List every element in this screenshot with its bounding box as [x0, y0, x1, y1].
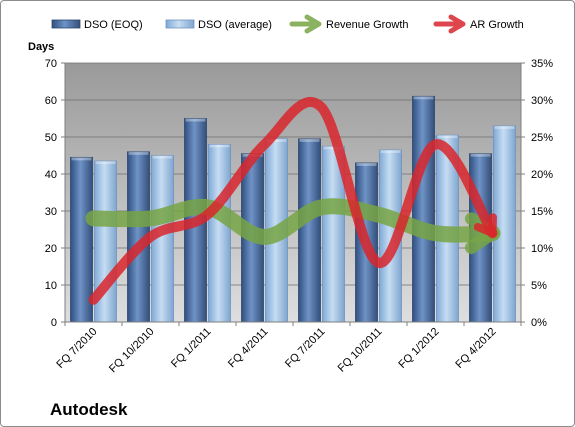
- legend-swatch-dso-eoq: [51, 19, 81, 29]
- growth-lines: [85, 97, 501, 305]
- y2-tick-label: 35%: [531, 58, 553, 70]
- bar-top-highlight: [380, 149, 401, 153]
- x-tick-label: FQ 1/2011: [169, 326, 214, 371]
- y2-tick-label: 10%: [531, 243, 553, 255]
- line-revenue-growth: [85, 198, 501, 245]
- x-tick-label: FQ 4/2011: [226, 326, 271, 371]
- bar-top-highlight: [71, 157, 92, 161]
- legend-label-ar-growth: AR Growth: [470, 19, 524, 31]
- bar-top-highlight: [266, 138, 287, 142]
- x-tick-label: FQ 7/2010: [54, 326, 99, 371]
- legend-swatch-dso-average: [165, 19, 195, 29]
- y-tick-label: 40: [45, 169, 57, 181]
- bar-top-highlight: [470, 153, 491, 157]
- x-tick-label: FQ 10/2010: [107, 326, 157, 376]
- y-axis-right: 0% 5% 10% 15% 20% 25% 30% 35%: [521, 58, 553, 329]
- bar-top-highlight: [95, 161, 116, 165]
- bar-top-highlight: [437, 135, 458, 139]
- x-tick-label: FQ 4/2012: [453, 326, 498, 371]
- y-tick-label: 60: [45, 95, 57, 107]
- line-ar-growth-arrowhead: [473, 213, 497, 238]
- bar-top-highlight: [413, 96, 434, 100]
- bar-top-highlight: [152, 155, 173, 159]
- legend-arrow-revenue-growth: [289, 14, 322, 34]
- y-tick-label: 50: [45, 132, 57, 144]
- legend: DSO (EOQ) DSO (average) Revenue Growth A…: [51, 14, 524, 34]
- y2-tick-label: 15%: [531, 206, 553, 218]
- chart-title: Autodesk: [50, 400, 128, 419]
- bar-top-highlight: [356, 162, 377, 166]
- legend-arrow-ar-growth: [433, 14, 466, 34]
- legend-label-revenue-growth: Revenue Growth: [326, 19, 409, 31]
- y-tick-label: 0: [51, 317, 57, 329]
- x-axis: FQ 7/2010 FQ 10/2010 FQ 1/2011 FQ 4/2011 FQ …: [54, 322, 522, 376]
- line-ar-growth: [88, 97, 498, 305]
- y-tick-label: 70: [45, 58, 57, 70]
- y2-tick-label: 25%: [531, 132, 553, 144]
- y-tick-label: 20: [45, 243, 57, 255]
- bar-dso-average: [208, 143, 231, 323]
- y2-tick-label: 30%: [531, 95, 553, 107]
- x-tick-label: FQ 10/2011: [336, 326, 385, 375]
- y-axis-left: 0 10 20 30 40 50 60 70: [45, 58, 65, 329]
- x-tick-label: FQ 7/2011: [283, 326, 328, 371]
- bar-dso-eoq: [412, 95, 435, 323]
- bar-top-highlight: [494, 125, 515, 129]
- y2-tick-label: 0%: [531, 317, 547, 329]
- x-tick-label: FQ 1/2012: [396, 326, 441, 371]
- bar-top-highlight: [299, 138, 320, 142]
- y-axis-title: Days: [28, 41, 54, 53]
- y2-tick-label: 20%: [531, 169, 553, 181]
- y-tick-label: 30: [45, 206, 57, 218]
- y-tick-label: 10: [45, 280, 57, 292]
- bar-top-highlight: [209, 144, 230, 148]
- bar-top-highlight: [128, 151, 149, 155]
- bar-dso-eoq: [298, 138, 321, 323]
- y2-tick-label: 5%: [531, 280, 547, 292]
- legend-label-dso-eoq: DSO (EOQ): [84, 19, 143, 31]
- legend-label-dso-average: DSO (average): [198, 19, 272, 31]
- bar-top-highlight: [185, 118, 206, 122]
- bar-dso-average: [493, 125, 516, 323]
